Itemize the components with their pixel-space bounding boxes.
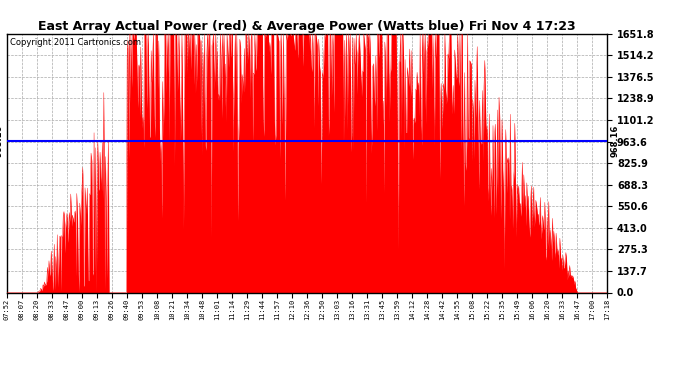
Text: 968.16: 968.16 [610,124,619,157]
Title: East Array Actual Power (red) & Average Power (Watts blue) Fri Nov 4 17:23: East Array Actual Power (red) & Average … [38,20,576,33]
Text: Copyright 2011 Cartronics.com: Copyright 2011 Cartronics.com [10,38,141,46]
Text: 968.16: 968.16 [0,124,4,157]
